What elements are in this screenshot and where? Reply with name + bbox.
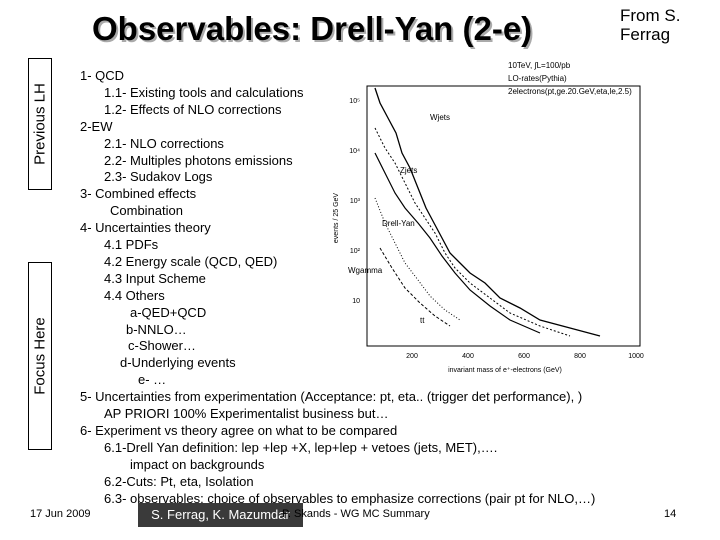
outline-item: 4- Uncertainties theory [80, 220, 211, 236]
outline-item: c-Shower… [128, 338, 196, 354]
y-tick-label: 10 [352, 298, 360, 305]
outline-item: 4.2 Energy scale (QCD, QED) [104, 253, 278, 269]
sidebar-label: Focus Here [31, 317, 49, 395]
sidebar-bottom: Focus Here [28, 262, 52, 450]
page-number: 14 [664, 508, 677, 520]
outline-item: 6.2-Cuts: Pt, eta, Isolation [104, 473, 254, 489]
curve [374, 197, 461, 321]
sidebar-label: Previous LH [31, 83, 49, 165]
outline-item: 2.2- Multiples photons emissions [104, 152, 293, 168]
outline-item: Combination [110, 203, 183, 219]
outline-item: 5- Uncertainties from experimentation (A… [80, 389, 583, 405]
outline-item: AP PRIORI 100% Experimentalist business … [104, 406, 389, 421]
talk: P. Skands - WG MC Summary [282, 508, 430, 520]
date: 17 Jun 2009 [30, 508, 91, 520]
outline-item: 6.1-Drell Yan definition: lep +lep +X, l… [104, 439, 498, 455]
legend-text: 10TeV, ∫L=100/pb [508, 61, 571, 70]
outline-item: 1.1- Existing tools and calculations [104, 84, 304, 100]
x-axis-label: invariant mass of e⁺-electrons (GeV) [448, 367, 562, 374]
x-tick-label: 200 [406, 353, 418, 360]
legend-text: 2electrons(pt,ge.20.GeV,eta,le,2.5) [508, 87, 632, 96]
curve [379, 247, 451, 327]
outline-item: 1.2- Effects of NLO corrections [104, 101, 282, 117]
outline-item: a-QED+QCD [130, 304, 207, 320]
x-tick-label: 1000 [628, 353, 644, 360]
credit: From S. Ferrag [620, 6, 681, 44]
curve-label: Wjets [430, 113, 450, 122]
outline-item: 2.3- Sudakov Logs [104, 169, 213, 185]
figure: 10TeV, ∫L=100/pb LO-rates(Pythia) 2electro… [333, 61, 644, 374]
curve [374, 152, 541, 334]
outline-item: b-NNLO… [126, 321, 187, 337]
curve-label: Drell-Yan [382, 219, 415, 228]
curve [374, 127, 571, 337]
outline-item: 4.4 Others [104, 287, 165, 303]
legend-text: LO-rates(Pythia) [508, 74, 567, 83]
outline-item: impact on backgrounds [130, 456, 265, 472]
slide-title: Observables: Drell-Yan (2-e) [92, 10, 533, 47]
outline-item: e- … [138, 372, 167, 388]
outline-item: 6- Experiment vs theory agree on what to… [80, 422, 398, 438]
x-tick-label: 600 [518, 353, 530, 360]
authors: S. Ferrag, K. Mazumdar [138, 503, 303, 527]
outline-item: 4.1 PDFs [104, 237, 159, 252]
curve-label: Wgamma [348, 266, 383, 275]
outline-item: 6.3- observables: choice of observables … [104, 490, 596, 506]
outline-item: 2-EW [80, 118, 113, 134]
outline-item: 2.1- NLO corrections [104, 135, 224, 151]
y-axis-label: events / 25 GeV [333, 193, 340, 244]
outline-item: 3- Combined effects [80, 186, 197, 202]
curve-label: tt [420, 316, 425, 325]
x-tick-label: 400 [462, 353, 474, 360]
sidebar-top: Previous LH [28, 58, 52, 190]
y-tick-label: 10² [350, 248, 361, 255]
outline-item: d-Underlying events [120, 355, 236, 371]
y-tick-label: 10⁵ [349, 98, 360, 105]
outline-item: 1- QCD [80, 68, 125, 83]
curve [374, 87, 601, 337]
y-tick-label: 10³ [350, 198, 361, 205]
plot-frame [366, 85, 641, 347]
y-tick-label: 10⁴ [349, 148, 360, 155]
outline-item: 4.3 Input Scheme [104, 270, 206, 286]
x-tick-label: 800 [574, 353, 586, 360]
curve-label: Zjets [400, 166, 417, 175]
